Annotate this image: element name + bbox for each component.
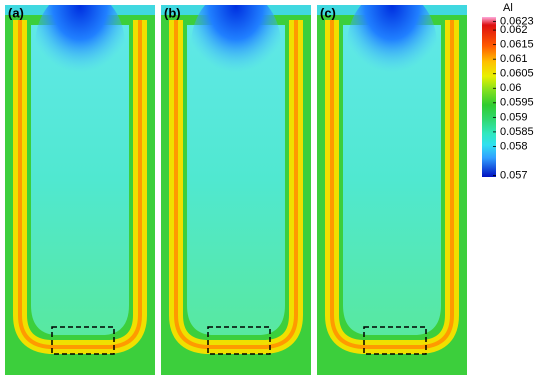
colorbar-tick-label: 0.057 xyxy=(500,169,528,181)
colorbar-title: Al xyxy=(503,2,513,14)
colorbar-tick-label: 0.0623 xyxy=(500,15,534,27)
colorbar-tick-label: 0.0615 xyxy=(500,39,534,51)
colorbar-tick-label: 0.0605 xyxy=(500,68,534,80)
panel-c xyxy=(317,0,467,375)
colorbar-tick-label: 0.059 xyxy=(500,111,528,123)
panel-label: (a) xyxy=(8,5,24,20)
colorbar-tick-label: 0.058 xyxy=(500,140,528,152)
colorbar-tick-label: 0.0595 xyxy=(500,97,534,109)
colorbar-tick-label: 0.0585 xyxy=(500,126,534,138)
panel-a xyxy=(5,0,155,375)
colorbar xyxy=(482,17,496,177)
panel-label: (c) xyxy=(320,5,336,20)
panel-b xyxy=(161,0,311,375)
colorbar-tick-label: 0.06 xyxy=(500,82,521,94)
colorbar-tick-label: 0.061 xyxy=(500,53,528,65)
panel-label: (b) xyxy=(164,5,181,20)
colorbar-tick-label: 0.062 xyxy=(500,24,528,36)
